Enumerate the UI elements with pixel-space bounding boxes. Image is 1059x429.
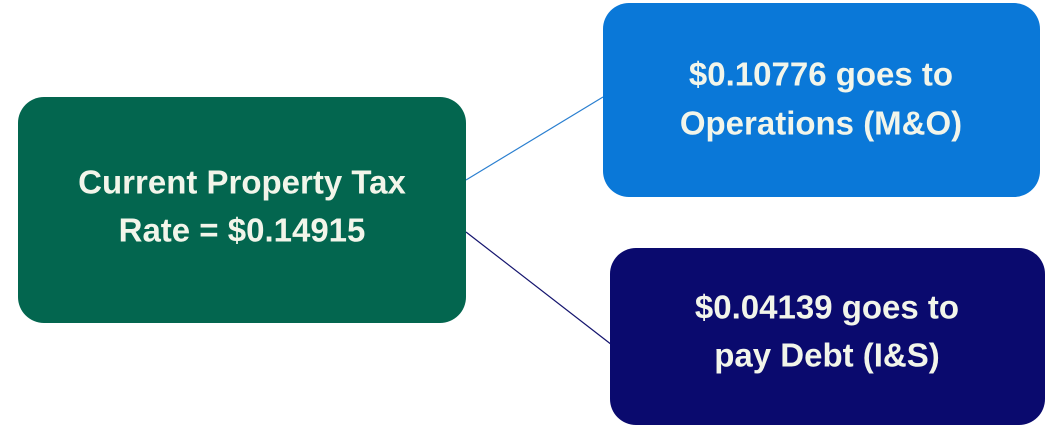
node-box [603,3,1040,197]
node-box [610,248,1045,425]
node-box [18,97,466,323]
node-label: Current Property Tax [78,164,406,201]
node-label: $0.10776 goes to [689,56,953,93]
connector [465,96,604,181]
node-label: $0.04139 goes to [695,289,959,326]
connector [465,231,613,346]
node-label: Operations (M&O) [680,105,962,142]
node-label: pay Debt (I&S) [714,337,940,374]
node-label: Rate = $0.14915 [119,212,366,249]
